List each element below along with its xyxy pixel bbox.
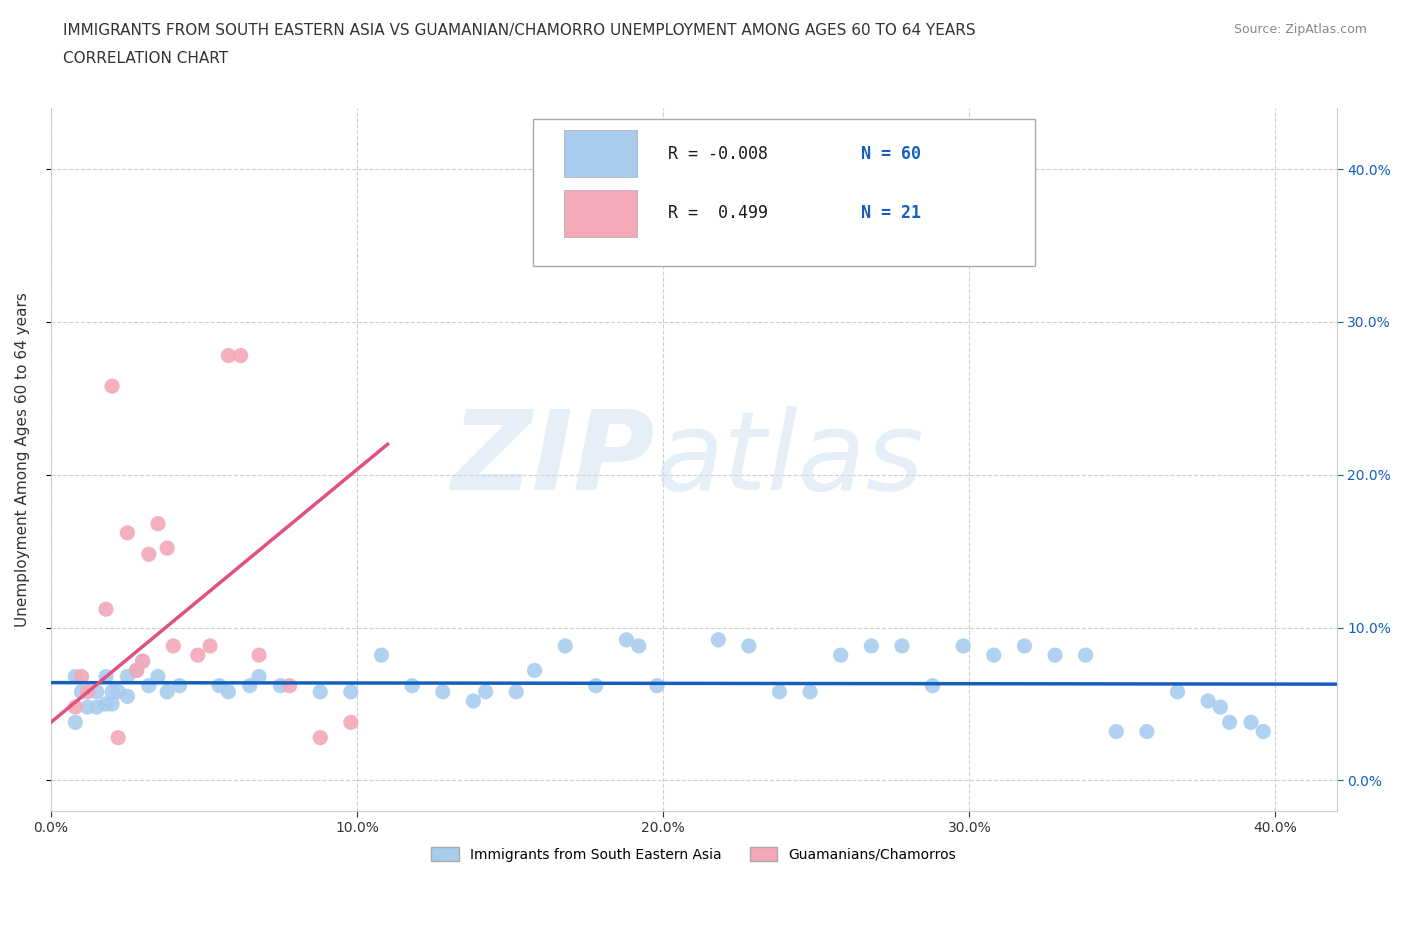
FancyBboxPatch shape (564, 190, 637, 237)
Point (247, 647, 270, 662)
Point (463, 694, 485, 709)
Point (554, 639, 576, 654)
Point (1074, 647, 1097, 662)
Point (138, 547, 160, 562)
Point (1043, 647, 1066, 662)
Point (768, 684, 790, 699)
Point (65, 699, 87, 714)
Point (952, 639, 974, 654)
Point (76, 684, 98, 699)
FancyBboxPatch shape (533, 118, 1035, 266)
Point (891, 639, 914, 654)
Point (217, 684, 239, 699)
Point (1136, 724, 1159, 739)
Text: ZIP: ZIP (451, 406, 655, 513)
Point (198, 639, 221, 654)
Text: CORRELATION CHART: CORRELATION CHART (63, 51, 228, 66)
FancyBboxPatch shape (564, 130, 637, 178)
Point (239, 678, 262, 693)
Point (370, 647, 392, 662)
Point (645, 678, 668, 693)
Point (401, 678, 423, 693)
Point (131, 654, 153, 669)
Point (616, 632, 638, 647)
Point (707, 632, 730, 647)
Point (983, 647, 1005, 662)
Point (156, 684, 179, 699)
Point (169, 678, 191, 693)
Point (523, 663, 546, 678)
Point (340, 715, 363, 730)
Point (107, 684, 129, 699)
Point (1105, 724, 1128, 739)
Point (65, 669, 87, 684)
Point (229, 348, 252, 363)
Point (1197, 694, 1219, 709)
Point (76, 699, 98, 714)
Point (131, 654, 153, 669)
Point (505, 684, 527, 699)
Text: N = 60: N = 60 (860, 145, 921, 163)
Point (94, 697, 117, 711)
Point (309, 684, 332, 699)
Point (340, 684, 363, 699)
Point (1251, 724, 1274, 739)
Point (70, 669, 93, 684)
Point (309, 730, 332, 745)
Point (269, 678, 291, 693)
Point (799, 684, 821, 699)
Point (208, 678, 231, 693)
Point (278, 678, 301, 693)
Point (474, 684, 496, 699)
Point (1166, 684, 1188, 699)
Point (627, 639, 650, 654)
Point (125, 663, 148, 678)
Text: N = 21: N = 21 (860, 205, 921, 222)
Point (585, 678, 607, 693)
Point (101, 697, 124, 711)
Point (138, 678, 160, 693)
Point (117, 525, 139, 540)
Point (217, 348, 239, 363)
Point (70, 684, 93, 699)
Point (86, 684, 108, 699)
Text: atlas: atlas (655, 406, 924, 513)
Point (125, 663, 148, 678)
Point (1240, 715, 1263, 730)
Point (117, 669, 139, 684)
Point (830, 647, 852, 662)
Point (162, 639, 184, 654)
Point (187, 647, 209, 662)
Text: IMMIGRANTS FROM SOUTH EASTERN ASIA VS GUAMANIAN/CHAMORRO UNEMPLOYMENT AMONG AGES: IMMIGRANTS FROM SOUTH EASTERN ASIA VS GU… (63, 23, 976, 38)
Point (156, 540, 179, 555)
Text: R = -0.008: R = -0.008 (668, 145, 768, 163)
Text: R =  0.499: R = 0.499 (668, 205, 768, 222)
Point (101, 379, 124, 393)
Point (94, 602, 117, 617)
Point (1219, 715, 1241, 730)
Point (146, 516, 169, 531)
Point (101, 684, 124, 699)
Point (65, 715, 87, 730)
Point (1209, 699, 1232, 714)
Point (146, 669, 169, 684)
Y-axis label: Unemployment Among Ages 60 to 64 years: Unemployment Among Ages 60 to 64 years (15, 292, 30, 627)
Point (738, 639, 761, 654)
Point (94, 669, 117, 684)
Point (125, 663, 148, 678)
Point (1014, 639, 1036, 654)
Legend: Immigrants from South Eastern Asia, Guamanians/Chamorros: Immigrants from South Eastern Asia, Guam… (426, 842, 962, 868)
Point (107, 730, 129, 745)
Point (432, 684, 454, 699)
Point (921, 678, 943, 693)
Text: Source: ZipAtlas.com: Source: ZipAtlas.com (1233, 23, 1367, 36)
Point (247, 669, 270, 684)
Point (117, 689, 139, 704)
Point (860, 639, 883, 654)
Point (86, 699, 108, 714)
